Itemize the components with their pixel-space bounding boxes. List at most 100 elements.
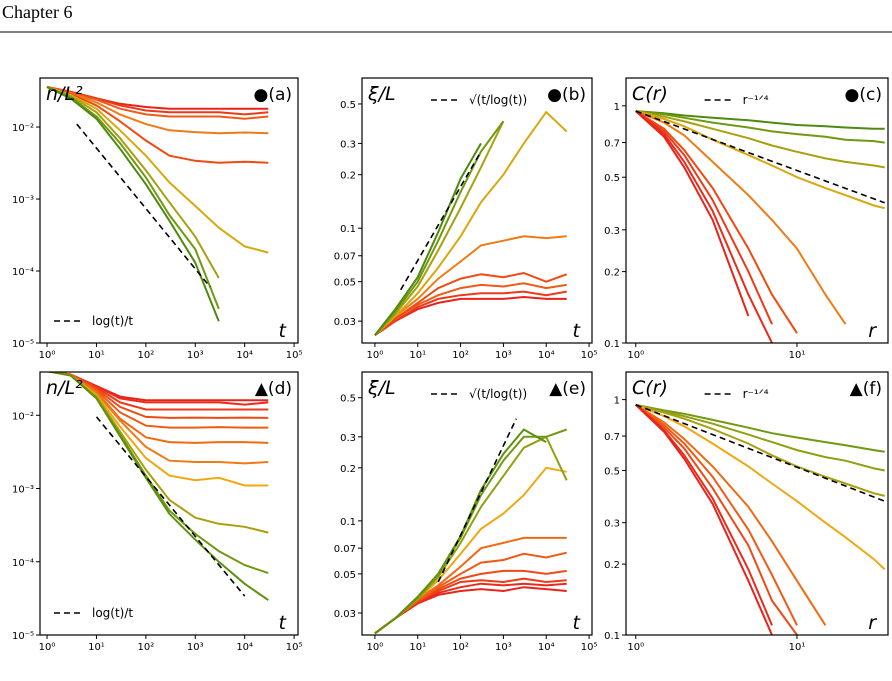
data-line	[46, 372, 269, 601]
data-line	[635, 110, 885, 210]
y-tick-label: 10⁻⁴	[12, 267, 34, 278]
legend-label: r⁻¹ᐟ⁴	[743, 387, 769, 401]
x-tick-label: 10²	[452, 642, 469, 653]
guide-line	[76, 123, 211, 288]
x-tick-label: 10¹	[789, 350, 806, 361]
legend-label: √(t/log(t))	[469, 387, 527, 401]
x-tick-label: 10⁵	[286, 350, 303, 361]
x-tick-label: 10¹	[789, 642, 806, 653]
x-tick-label: 10²	[137, 350, 154, 361]
y-tick-label: 10⁻⁵	[12, 339, 34, 350]
data-line	[374, 551, 567, 635]
data-line	[635, 110, 885, 169]
y-tick-label: 0.3	[604, 226, 620, 237]
data-line	[374, 582, 567, 635]
x-tick-label: 10⁰	[627, 350, 644, 361]
panel-tag: ▲(f)	[850, 379, 882, 399]
x-tick-label: 10⁴	[236, 642, 253, 653]
data-line	[635, 110, 773, 325]
legend-label: log(t)/t	[92, 314, 133, 328]
data-line	[46, 86, 220, 310]
data-line	[374, 290, 567, 337]
data-line	[635, 110, 798, 334]
data-line	[635, 110, 885, 130]
y-tick-label: 0.07	[334, 544, 356, 555]
data-line	[46, 86, 220, 279]
x-tick-label: 10⁴	[236, 350, 253, 361]
x-tick-label: 10⁰	[39, 642, 56, 653]
x-tick-label: 10³	[495, 350, 512, 361]
panel-title: ξ/L	[367, 83, 396, 105]
x-tick-label: 10¹	[88, 642, 105, 653]
data-line	[635, 110, 847, 325]
y-tick-label: 10⁻³	[12, 195, 34, 206]
y-tick-label: 0.1	[604, 631, 620, 642]
x-tick-label: 10⁵	[286, 642, 303, 653]
data-line	[374, 110, 568, 336]
y-tick-label: 0.2	[604, 268, 620, 279]
panel-title: n/L²	[46, 377, 83, 399]
guide-line	[437, 418, 518, 583]
x-tick-label: 10⁴	[538, 642, 555, 653]
y-tick-label: 1	[614, 396, 620, 407]
data-line	[635, 403, 885, 453]
y-tick-label: 0.3	[340, 433, 356, 444]
panel-tag: ▲(d)	[255, 379, 292, 399]
x-tick-label: 10¹	[409, 642, 426, 653]
plot-lines	[635, 403, 886, 635]
plot-lines	[374, 418, 568, 635]
panel-tag: ●(c)	[845, 85, 882, 105]
x-tick-label: 10⁰	[39, 350, 56, 361]
y-tick-label: 0.2	[340, 464, 356, 475]
data-line	[635, 110, 885, 144]
plot-frame	[625, 77, 889, 344]
x-tick-label: 10⁵	[581, 350, 598, 361]
data-line	[46, 86, 269, 164]
data-line	[46, 86, 269, 120]
y-tick-label: 0.5	[604, 173, 620, 184]
y-tick-label: 0.7	[604, 432, 620, 443]
plot-lines	[46, 86, 269, 322]
x-tick-label: 10³	[495, 642, 512, 653]
panel-title: C(r)	[632, 377, 668, 399]
plot-frame	[39, 371, 299, 636]
y-tick-label: 10⁻⁴	[12, 558, 34, 569]
plot-frame	[361, 371, 593, 636]
chapter-header: Chapter 6	[2, 2, 72, 22]
guide-line	[400, 151, 482, 291]
plot-frame	[625, 371, 889, 636]
data-line	[46, 86, 269, 116]
x-tick-label: 10³	[187, 350, 204, 361]
y-tick-label: 0.5	[604, 466, 620, 477]
data-line	[374, 120, 505, 336]
data-line	[635, 403, 886, 571]
legend-label: r⁻¹ᐟ⁴	[743, 93, 769, 107]
panel-tag: ●(a)	[253, 85, 292, 105]
legend-label: log(t)/t	[92, 606, 133, 620]
data-line	[635, 110, 773, 343]
y-tick-label: 10⁻³	[12, 485, 34, 496]
x-tick-label: 10¹	[409, 350, 426, 361]
panel-title: C(r)	[632, 83, 668, 105]
y-tick-label: 0.03	[334, 609, 356, 620]
y-tick-label: 0.1	[604, 339, 620, 350]
panel-tag: ●(b)	[547, 85, 586, 105]
plot-lines	[374, 110, 568, 337]
plot-lines	[635, 110, 885, 343]
data-line	[46, 86, 269, 135]
data-line	[635, 404, 798, 635]
y-tick-label: 0.2	[340, 171, 356, 182]
x-axis-label: t	[279, 612, 288, 634]
y-tick-label: 0.1	[340, 224, 356, 235]
x-axis-label: t	[279, 320, 288, 342]
x-tick-label: 10¹	[88, 350, 105, 361]
x-tick-label: 10²	[452, 350, 469, 361]
y-tick-label: 0.5	[340, 394, 356, 405]
data-line	[635, 403, 827, 626]
y-tick-label: 0.7	[604, 139, 620, 150]
y-tick-label: 0.1	[340, 517, 356, 528]
x-tick-label: 10⁵	[581, 642, 598, 653]
data-line	[374, 466, 567, 635]
y-tick-label: 1	[614, 102, 620, 113]
